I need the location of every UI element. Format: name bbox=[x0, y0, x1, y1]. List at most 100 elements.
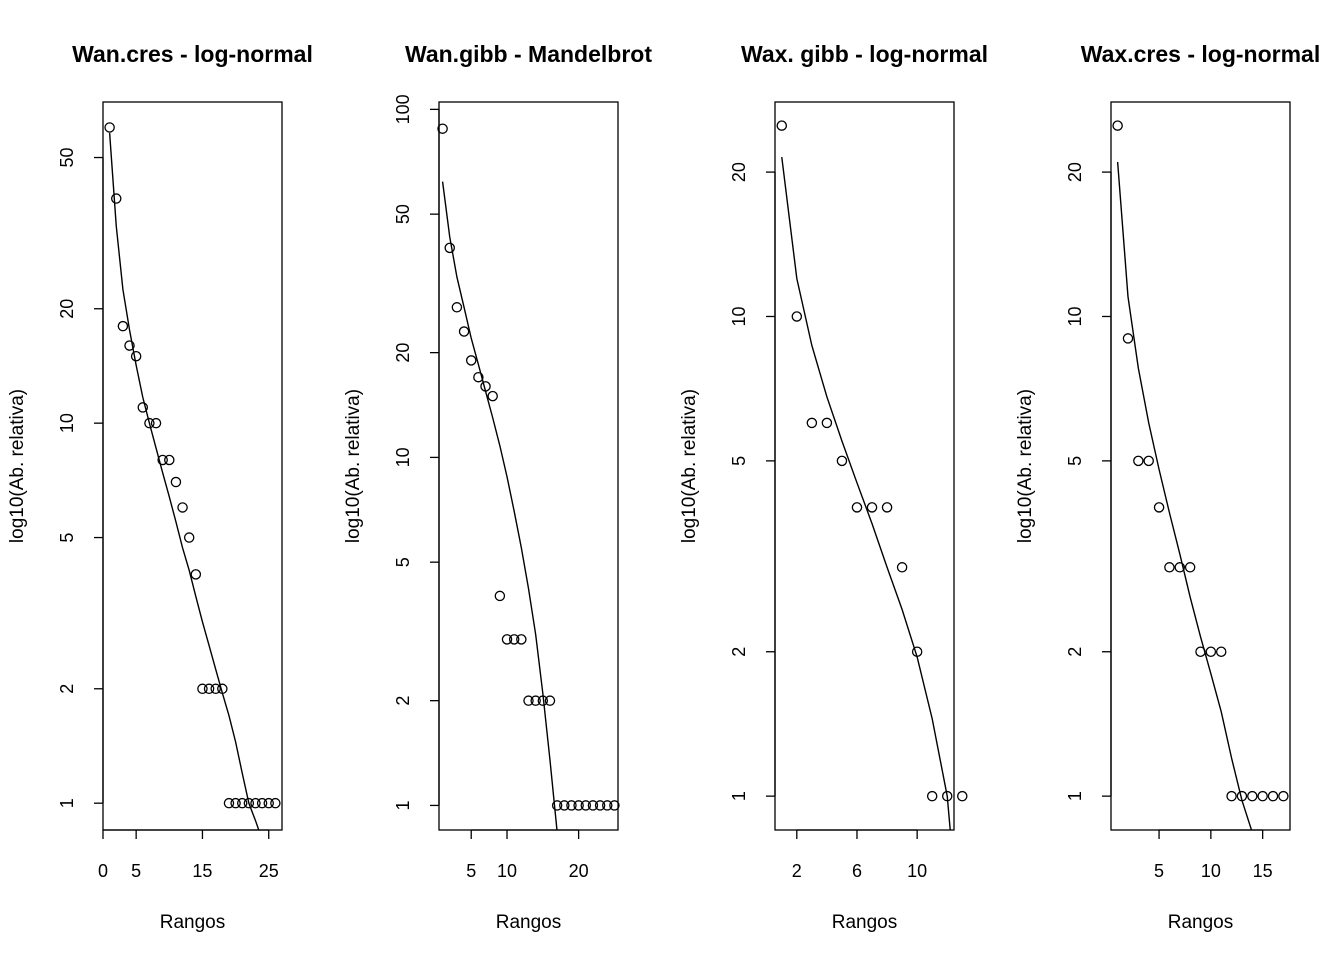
data-point bbox=[117, 320, 129, 332]
y-axis: 1 2 5 10 20 bbox=[1065, 162, 1112, 801]
data-point bbox=[1174, 562, 1186, 573]
data-point bbox=[609, 800, 620, 811]
data-point bbox=[544, 695, 556, 706]
data-point bbox=[487, 390, 498, 402]
data-point bbox=[1278, 790, 1289, 802]
data-point bbox=[508, 634, 520, 645]
data-point bbox=[1195, 646, 1206, 658]
data-point bbox=[580, 800, 592, 811]
data-point bbox=[523, 695, 534, 706]
data-point bbox=[451, 302, 463, 313]
x-tick-label: 5 bbox=[1154, 861, 1164, 881]
data-point bbox=[157, 454, 168, 466]
data-point bbox=[1122, 333, 1134, 344]
data-point bbox=[537, 695, 549, 706]
data-point bbox=[1153, 502, 1165, 513]
data-point bbox=[437, 123, 448, 134]
data-point bbox=[851, 502, 863, 513]
x-tick-label: 5 bbox=[131, 861, 141, 881]
data-point bbox=[866, 502, 878, 513]
y-tick-label: 1 bbox=[57, 798, 77, 808]
data-point bbox=[458, 326, 470, 337]
data-point bbox=[150, 417, 162, 429]
data-point bbox=[183, 532, 195, 543]
data-point bbox=[250, 797, 261, 809]
chart-title: Wan.cres - log-normal bbox=[72, 41, 313, 67]
y-tick-label: 1 bbox=[1065, 791, 1085, 801]
x-axis: 5 10 15 bbox=[1154, 829, 1273, 881]
data-point bbox=[104, 122, 115, 133]
data-point bbox=[1112, 120, 1123, 131]
data-point bbox=[1184, 562, 1196, 573]
chart-title: Wax.cres - log-normal bbox=[1081, 41, 1320, 67]
data-point bbox=[236, 797, 248, 809]
fit-curve bbox=[108, 132, 260, 830]
fit-curve bbox=[441, 181, 558, 830]
data-points bbox=[104, 122, 281, 809]
data-point bbox=[197, 683, 208, 695]
data-point bbox=[881, 502, 893, 513]
data-point bbox=[210, 683, 221, 695]
data-point bbox=[270, 797, 281, 809]
data-point bbox=[501, 634, 513, 645]
x-tick-label: 20 bbox=[569, 861, 589, 881]
y-axis-label: log10(Ab. relativa) bbox=[679, 389, 700, 543]
y-tick-label: 50 bbox=[57, 148, 77, 168]
y-tick-label: 10 bbox=[57, 413, 77, 433]
data-point bbox=[164, 454, 175, 466]
y-tick-label: 20 bbox=[393, 343, 413, 363]
x-axis: 5 10 20 bbox=[466, 829, 589, 881]
y-tick-label: 5 bbox=[729, 456, 749, 466]
data-point bbox=[473, 371, 484, 383]
data-point bbox=[957, 790, 968, 802]
data-point bbox=[111, 193, 122, 204]
data-point bbox=[170, 476, 182, 488]
x-axis: 0 5 15 25 bbox=[98, 829, 279, 881]
data-point bbox=[263, 797, 274, 809]
data-point bbox=[1164, 562, 1175, 573]
y-tick-label: 100 bbox=[393, 94, 413, 124]
data-point bbox=[177, 502, 188, 513]
x-tick-label: 10 bbox=[907, 861, 927, 881]
y-tick-label: 50 bbox=[393, 204, 413, 224]
x-tick-label: 10 bbox=[1201, 861, 1221, 881]
x-tick-label: 15 bbox=[192, 861, 212, 881]
y-tick-label: 10 bbox=[393, 447, 413, 467]
x-tick-label: 2 bbox=[792, 861, 802, 881]
data-point bbox=[573, 800, 584, 811]
y-tick-label: 1 bbox=[729, 791, 749, 801]
data-point bbox=[1236, 790, 1248, 802]
data-point bbox=[1205, 646, 1217, 658]
data-point bbox=[551, 800, 563, 811]
x-tick-label: 5 bbox=[466, 861, 476, 881]
y-tick-label: 2 bbox=[57, 684, 77, 694]
data-point bbox=[806, 417, 818, 429]
y-tick-label: 5 bbox=[57, 533, 77, 543]
y-tick-label: 10 bbox=[729, 306, 749, 326]
y-tick-label: 20 bbox=[57, 299, 77, 319]
data-point bbox=[896, 562, 908, 573]
data-point bbox=[130, 350, 142, 362]
y-tick-label: 10 bbox=[1065, 306, 1085, 326]
data-points bbox=[437, 123, 620, 811]
y-axis: 1 2 5 10 20 bbox=[729, 162, 776, 801]
data-point bbox=[137, 402, 149, 413]
fit-curve bbox=[781, 156, 951, 830]
data-point bbox=[566, 800, 577, 811]
y-tick-label: 20 bbox=[1065, 162, 1085, 182]
data-point bbox=[821, 417, 833, 429]
data-point bbox=[1247, 790, 1258, 802]
data-point bbox=[230, 797, 241, 809]
data-point bbox=[223, 797, 235, 809]
y-axis-label: log10(Ab. relativa) bbox=[1015, 389, 1036, 543]
data-point bbox=[559, 800, 570, 811]
data-point bbox=[465, 355, 477, 366]
data-point bbox=[1215, 646, 1227, 658]
data-point bbox=[217, 683, 228, 695]
data-point bbox=[124, 340, 135, 351]
x-tick-label: 15 bbox=[1253, 861, 1273, 881]
x-tick-label: 10 bbox=[497, 861, 517, 881]
data-point bbox=[776, 120, 788, 131]
